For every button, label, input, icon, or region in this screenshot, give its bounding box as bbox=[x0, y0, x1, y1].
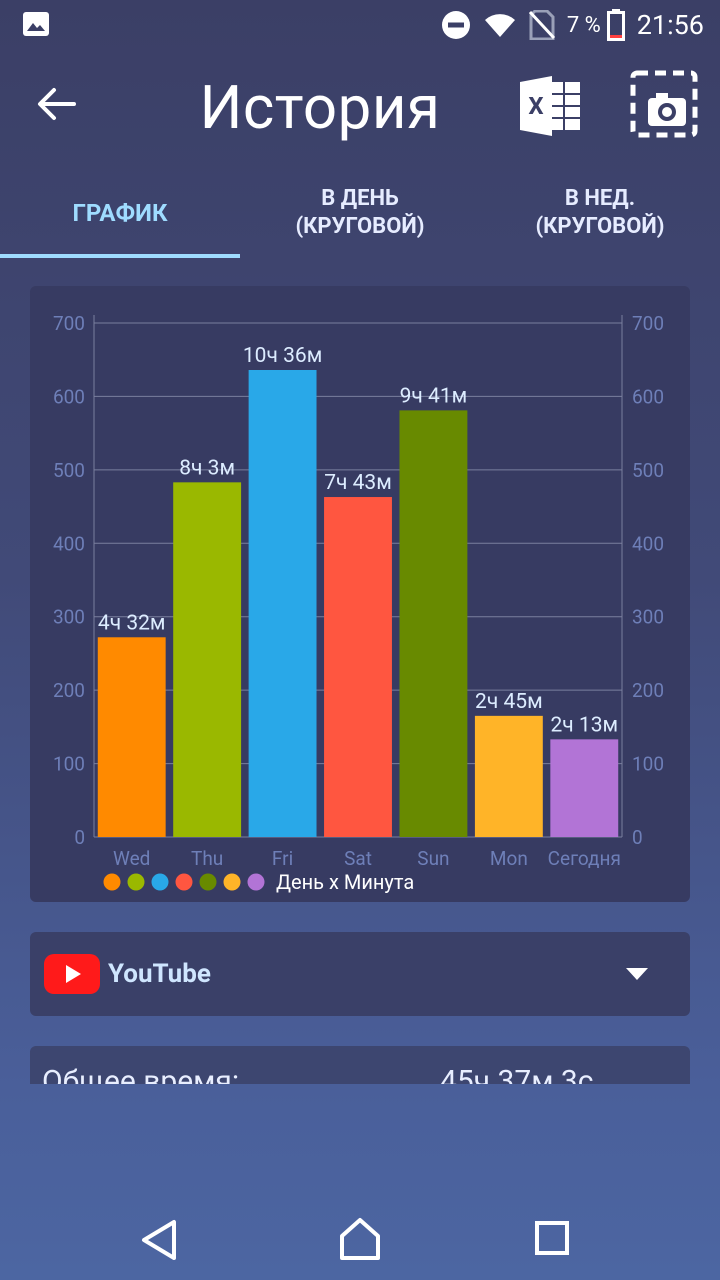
x-tick-label: Сегодня bbox=[548, 847, 621, 870]
tab-per-day-pie-label-line2: (КРУГОВОЙ) bbox=[295, 214, 425, 239]
nav-recents-icon[interactable] bbox=[522, 1210, 582, 1270]
bar-value-label: 4ч 32м bbox=[98, 611, 166, 635]
battery-percent: 7 % bbox=[566, 12, 601, 38]
y-tick-label-left: 100 bbox=[53, 753, 85, 776]
tab-chart[interactable]: ГРАФИК bbox=[0, 168, 240, 258]
legend-swatch bbox=[223, 873, 241, 891]
excel-export-icon[interactable]: X bbox=[518, 76, 584, 136]
status-bar: 7 % 21:56 bbox=[0, 0, 720, 50]
nav-home-icon[interactable] bbox=[330, 1210, 390, 1270]
no-sim-icon bbox=[528, 10, 555, 40]
app-selector[interactable]: YouTube bbox=[30, 932, 690, 1016]
y-tick-label-right: 200 bbox=[632, 679, 664, 702]
legend-swatch bbox=[199, 873, 217, 891]
tab-per-day-pie[interactable]: В ДЕНЬ (КРУГОВОЙ) bbox=[240, 168, 480, 258]
y-tick-label-right: 0 bbox=[632, 826, 643, 849]
x-tick-label: Fri bbox=[272, 847, 293, 870]
tab-per-day-pie-label: В ДЕНЬ (КРУГОВОЙ) bbox=[295, 185, 424, 241]
y-tick-label-right: 500 bbox=[632, 459, 664, 482]
youtube-logo-icon bbox=[44, 954, 100, 994]
y-tick-label-right: 700 bbox=[632, 312, 664, 335]
y-tick-label-right: 100 bbox=[632, 753, 664, 776]
legend-label: День х Минута bbox=[276, 870, 414, 894]
y-tick-label-left: 0 bbox=[74, 826, 85, 849]
chart-card: 0 0 100 100 200 200 300 300 400 400 500 500 600 600 70… bbox=[30, 286, 690, 902]
bar-сегодня bbox=[550, 739, 619, 837]
bar-mon bbox=[474, 715, 543, 837]
y-tick-label-left: 500 bbox=[53, 459, 85, 482]
tab-chart-label: ГРАФИК bbox=[72, 199, 168, 227]
bar-value-label: 9ч 41м bbox=[400, 384, 468, 408]
bar-thu bbox=[173, 482, 242, 837]
total-time-value: 45ч 37м 3с bbox=[440, 1064, 594, 1084]
y-tick-label-left: 200 bbox=[53, 679, 85, 702]
tab-per-week-pie-label-line2: (КРУГОВОЙ) bbox=[535, 214, 665, 239]
y-tick-label-right: 300 bbox=[632, 606, 664, 629]
y-tick-label-right: 400 bbox=[632, 532, 664, 555]
y-tick-label-right: 600 bbox=[632, 385, 664, 408]
x-tick-label: Thu bbox=[191, 847, 223, 870]
app-name: YouTube bbox=[108, 959, 211, 989]
screenshot-icon[interactable] bbox=[630, 70, 698, 138]
tab-per-day-pie-label-line1: В ДЕНЬ bbox=[321, 186, 399, 211]
dropdown-arrow-icon[interactable] bbox=[626, 968, 648, 980]
bar-wed bbox=[97, 637, 166, 837]
x-tick-label: Wed bbox=[113, 847, 150, 870]
wifi-icon bbox=[484, 14, 515, 37]
tab-per-week-pie-label-line1: В НЕД. bbox=[564, 186, 636, 211]
bar-value-label: 2ч 13м bbox=[550, 713, 618, 737]
y-tick-label-left: 400 bbox=[53, 532, 85, 555]
legend-swatch bbox=[127, 873, 145, 891]
tab-per-week-pie[interactable]: В НЕД. (КРУГОВОЙ) bbox=[480, 168, 720, 258]
y-tick-label-left: 600 bbox=[53, 385, 85, 408]
y-tick-label-left: 300 bbox=[53, 606, 85, 629]
legend-swatch bbox=[175, 873, 193, 891]
bar-value-label: 10ч 36м bbox=[243, 344, 322, 368]
tab-per-week-pie-label: В НЕД. (КРУГОВОЙ) bbox=[535, 185, 664, 241]
x-tick-label: Sat bbox=[344, 847, 372, 870]
svg-text:X: X bbox=[528, 92, 543, 120]
app-bar: История X bbox=[0, 50, 720, 160]
total-time-card: Общее время: 45ч 37м 3с bbox=[30, 1046, 690, 1084]
bar-sat bbox=[324, 497, 392, 837]
usage-bar-chart: 0 0 100 100 200 200 300 300 400 400 500 500 600 600 70… bbox=[53, 312, 664, 894]
legend-swatch bbox=[151, 873, 169, 891]
y-tick-label-left: 700 bbox=[53, 312, 85, 335]
clock: 21:56 bbox=[636, 9, 704, 41]
total-time-label: Общее время: bbox=[42, 1064, 240, 1084]
x-tick-label: Sun bbox=[417, 847, 449, 870]
bar-sun bbox=[399, 410, 468, 837]
bar-value-label: 8ч 3м bbox=[179, 456, 235, 480]
bar-value-label: 2ч 45м bbox=[475, 690, 543, 714]
bar-value-label: 7ч 43м bbox=[324, 471, 392, 495]
navigation-bar bbox=[0, 1180, 720, 1280]
legend-swatch bbox=[247, 873, 265, 891]
page-title: История bbox=[199, 72, 441, 143]
do-not-disturb-icon bbox=[441, 11, 470, 39]
tab-bar: ГРАФИК В ДЕНЬ (КРУГОВОЙ) В НЕД. (КРУГОВО… bbox=[0, 168, 720, 258]
bar-fri bbox=[248, 369, 317, 837]
battery-icon bbox=[606, 9, 625, 41]
back-arrow-icon[interactable] bbox=[34, 82, 78, 126]
nav-back-icon[interactable] bbox=[130, 1210, 190, 1270]
gallery-notification-icon bbox=[23, 12, 49, 36]
x-tick-label: Mon bbox=[490, 847, 528, 870]
legend-swatch bbox=[103, 873, 121, 891]
